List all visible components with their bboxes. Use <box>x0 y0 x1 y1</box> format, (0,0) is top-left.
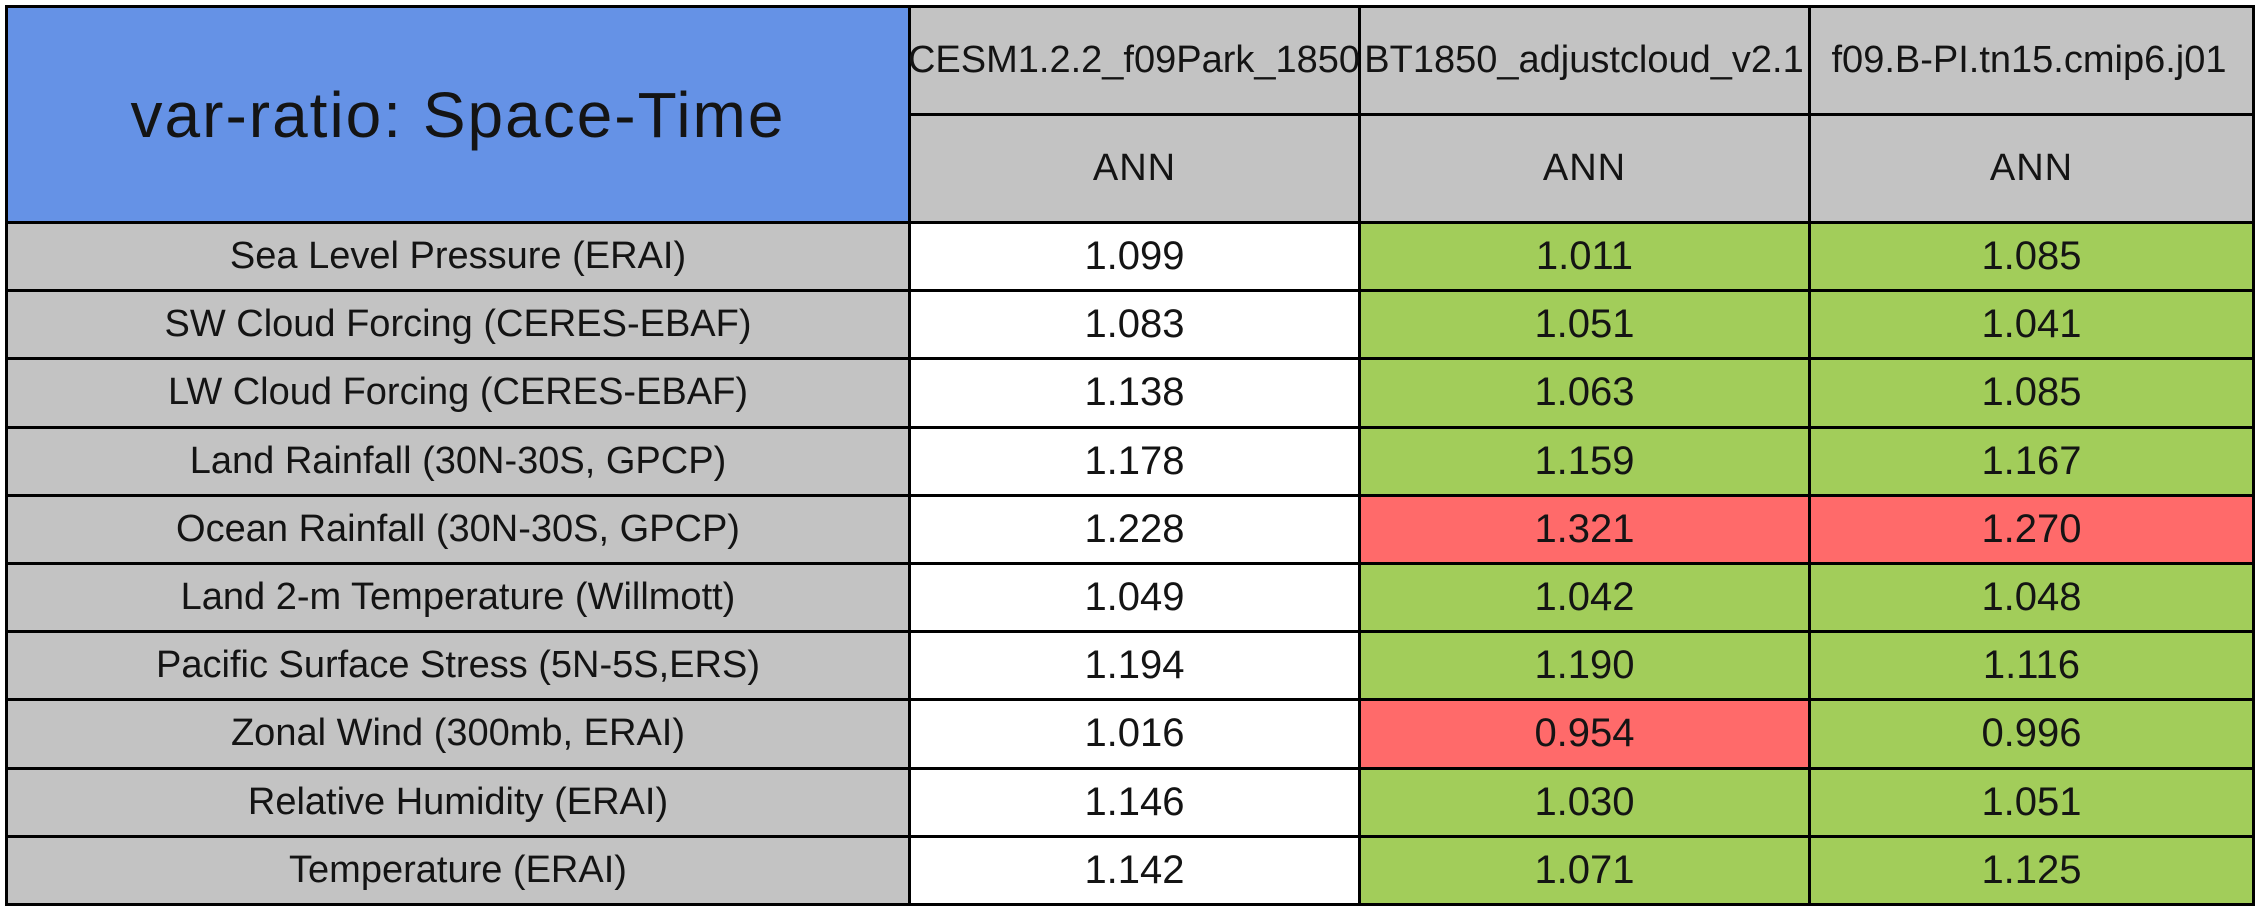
value-cell: 1.085 <box>1811 224 2252 290</box>
table-title-cell: var-ratio: Space-Time <box>8 8 908 221</box>
value-cell: 1.146 <box>911 769 1358 835</box>
value-cell: 1.190 <box>1361 633 1808 699</box>
table-title: var-ratio: Space-Time <box>130 78 786 151</box>
row-label: Zonal Wind (300mb, ERAI) <box>8 701 908 767</box>
value-cell: 1.042 <box>1361 564 1808 631</box>
value-cell: 0.954 <box>1361 701 1808 767</box>
value-cell: 1.051 <box>1811 769 2252 835</box>
row-label: Ocean Rainfall (30N-30S, GPCP) <box>8 496 908 562</box>
season-label-1: ANN <box>1092 147 1177 189</box>
value-cell: 1.071 <box>1361 837 1808 903</box>
value-cell: 1.159 <box>1361 428 1808 494</box>
value-cell: 1.048 <box>1811 564 2252 631</box>
value-cell: 1.270 <box>1811 496 2252 562</box>
season-header-cell-1: ANN <box>911 116 1358 221</box>
value-cell: 1.011 <box>1361 224 1808 290</box>
value-cell: 1.116 <box>1811 633 2252 699</box>
value-cell: 1.085 <box>1811 360 2252 426</box>
model-header-cell-1 <box>911 8 1358 113</box>
value-cell: 1.083 <box>911 292 1358 358</box>
row-label: Relative Humidity (ERAI) <box>8 769 908 835</box>
value-cell: 1.167 <box>1811 428 2252 494</box>
model-header-cell-3 <box>1811 8 2252 113</box>
season-header-cell-3: ANN <box>1811 116 2252 221</box>
row-label: LW Cloud Forcing (CERES-EBAF) <box>8 360 908 426</box>
value-cell: 1.041 <box>1811 292 2252 358</box>
value-cell: 1.228 <box>911 496 1358 562</box>
row-label: Pacific Surface Stress (5N-5S,ERS) <box>8 633 908 699</box>
value-cell: 1.194 <box>911 633 1358 699</box>
row-label: Sea Level Pressure (ERAI) <box>8 224 908 290</box>
value-cell: 1.051 <box>1361 292 1808 358</box>
season-label-2: ANN <box>1542 147 1627 189</box>
model-header-cell-2 <box>1361 8 1808 113</box>
value-cell: 1.138 <box>911 360 1358 426</box>
value-cell: 1.142 <box>911 837 1358 903</box>
value-cell: 1.016 <box>911 701 1358 767</box>
value-cell: 1.125 <box>1811 837 2252 903</box>
row-label: Land 2-m Temperature (Willmott) <box>8 564 908 631</box>
season-label-3: ANN <box>1989 147 2074 189</box>
value-cell: 1.178 <box>911 428 1358 494</box>
row-label: Temperature (ERAI) <box>8 837 908 903</box>
row-label: Land Rainfall (30N-30S, GPCP) <box>8 428 908 494</box>
value-cell: 1.030 <box>1361 769 1808 835</box>
value-cell: 1.049 <box>911 564 1358 631</box>
value-cell: 0.996 <box>1811 701 2252 767</box>
season-header-cell-2: ANN <box>1361 116 1808 221</box>
table-grid: var-ratio: Space-Time ANN ANN ANN Sea Le… <box>5 5 2255 906</box>
row-label: SW Cloud Forcing (CERES-EBAF) <box>8 292 908 358</box>
value-cell: 1.321 <box>1361 496 1808 562</box>
value-cell: 1.063 <box>1361 360 1808 426</box>
value-cell: 1.099 <box>911 224 1358 290</box>
